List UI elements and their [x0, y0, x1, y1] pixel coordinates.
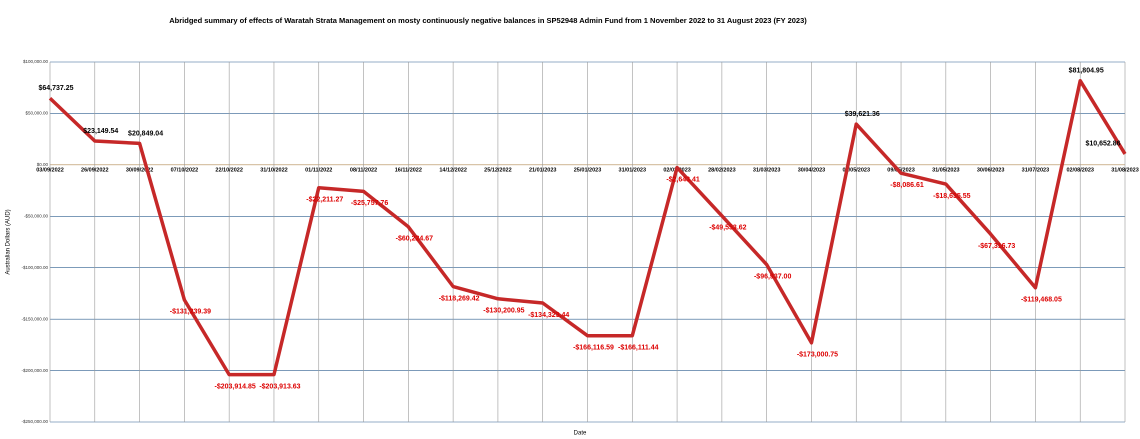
- value-label: $39,621.36: [845, 111, 880, 118]
- x-tick-label: 31/01/2023: [619, 167, 647, 173]
- x-tick-label: 31/03/2023: [753, 167, 781, 173]
- value-label: $64,737.25: [38, 85, 73, 92]
- x-tick-label: 07/10/2022: [171, 167, 199, 173]
- value-label: -$96,937.00: [754, 273, 791, 280]
- x-tick-label: 26/09/2022: [81, 167, 109, 173]
- x-tick-label: 02/08/2023: [1066, 167, 1094, 173]
- value-label: $10,652.86: [1085, 141, 1120, 148]
- x-tick-label: 08/11/2022: [350, 167, 377, 173]
- x-tick-label: 30/06/2023: [977, 167, 1005, 173]
- chart-title: Abridged summary of effects of Waratah S…: [169, 16, 807, 25]
- x-tick-label: 14/12/2022: [439, 167, 467, 173]
- x-tick-label: 09/05/2023: [887, 167, 915, 173]
- value-label: $20,849.04: [128, 130, 163, 137]
- x-tick-label: 21/01/2023: [529, 167, 557, 173]
- value-label: -$118,269.42: [439, 295, 480, 302]
- value-label: $81,804.95: [1069, 68, 1104, 75]
- value-label: -$130,200.95: [483, 308, 524, 315]
- x-tick-label: 03/09/2022: [36, 167, 64, 173]
- value-label: -$60,224.67: [396, 236, 433, 243]
- value-label: -$22,211.27: [306, 197, 343, 204]
- y-tick-label: -$250,000.00: [21, 419, 48, 424]
- y-tick-label: -$50,000.00: [24, 213, 49, 218]
- y-axis-label: Australian Dollars (AUD): [6, 209, 12, 274]
- line: [48, 78, 1127, 377]
- x-tick-label: 25/01/2023: [574, 167, 602, 173]
- value-label: -$131,239.39: [170, 309, 211, 316]
- value-label: -$25,757.76: [351, 200, 388, 207]
- x-tick-label: 01/05/2023: [842, 167, 870, 173]
- y-tick-label: -$150,000.00: [21, 316, 48, 321]
- value-label: -$49,553.62: [709, 225, 746, 232]
- x-tick-label: 22/10/2022: [215, 167, 243, 173]
- value-label: -$8,086.61: [890, 182, 924, 189]
- x-tick-label: 31/08/2023: [1111, 167, 1139, 173]
- y-tick-label: $50,000.00: [25, 111, 48, 116]
- value-label: -$18,635.55: [933, 193, 970, 200]
- y-tick-label: -$200,000.00: [21, 368, 48, 373]
- x-tick-label: 31/05/2023: [932, 167, 960, 173]
- x-tick-label: 30/04/2023: [798, 167, 826, 173]
- y-tick-label: $0.00: [37, 162, 49, 167]
- value-label: -$119,468.05: [1021, 297, 1062, 304]
- value-label: -$166,111.44: [618, 345, 659, 352]
- value-label: -$203,914.85: [215, 383, 256, 390]
- value-label: $23,149.54: [83, 128, 118, 135]
- x-axis-label: Date: [574, 431, 587, 437]
- y-tick-label: $100,000.00: [23, 59, 49, 64]
- x-tick-label: 30/09/2022: [126, 167, 154, 173]
- value-label: -$166,116.59: [573, 345, 614, 352]
- x-tick-label: 28/02/2023: [708, 167, 736, 173]
- value-label: -$67,316.73: [978, 243, 1015, 250]
- x-tick-label: 31/07/2023: [1022, 167, 1050, 173]
- value-label: -$134,323.44: [528, 312, 569, 319]
- value-label: -$203,913.63: [259, 383, 300, 390]
- x-tick-label: 25/12/2022: [484, 167, 512, 173]
- x-tick-label: 01/11/2022: [305, 167, 332, 173]
- value-label: -$2,643.41: [666, 176, 700, 183]
- x-tick-label: 31/10/2022: [260, 167, 288, 173]
- value-label: -$173,000.75: [797, 352, 838, 359]
- x-tick-label: 16/11/2022: [395, 167, 422, 173]
- y-tick-label: -$100,000.00: [21, 265, 48, 270]
